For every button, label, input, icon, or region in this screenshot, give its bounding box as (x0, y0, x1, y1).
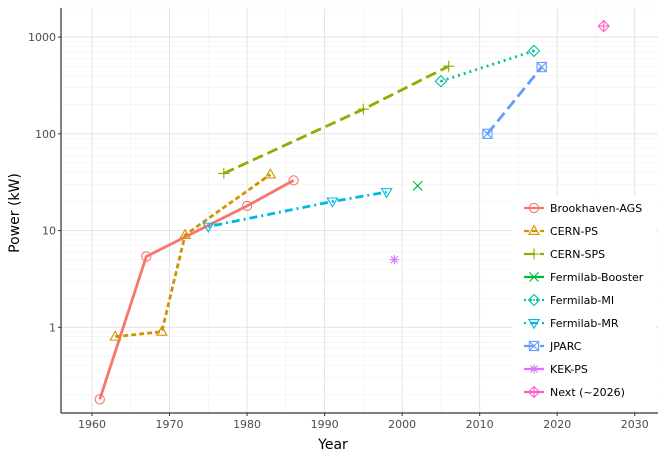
series-5 (202, 188, 393, 233)
data-point (527, 318, 541, 330)
data-point (529, 272, 539, 282)
legend-item: CERN-PS (524, 224, 598, 238)
y-tick-label: 1000 (28, 31, 56, 44)
data-point (264, 168, 277, 179)
x-tick-label: 2020 (543, 418, 571, 431)
data-point (380, 188, 393, 199)
legend-item: KEK-PS (524, 363, 588, 376)
data-point (528, 202, 540, 214)
legend-item: Fermilab-MR (524, 317, 619, 330)
data-point (528, 340, 540, 352)
legend-item: Brookhaven-AGS (524, 202, 642, 215)
data-point (443, 60, 455, 72)
legend-item: JPARC (524, 340, 582, 353)
data-point (357, 103, 369, 115)
data-point (527, 293, 541, 307)
legend-label: JPARC (549, 340, 582, 353)
series-0 (94, 175, 299, 405)
series-group (94, 19, 611, 405)
legend-label: Fermilab-MI (550, 294, 614, 307)
x-tick-label: 1980 (233, 418, 261, 431)
series-line (115, 173, 272, 339)
data-point (527, 385, 541, 399)
legend-label: Fermilab-MR (550, 317, 619, 330)
panel-frame (60, 8, 658, 414)
data-point (218, 167, 230, 179)
legend-item: Next (~2026) (524, 385, 625, 399)
legend-label: CERN-PS (550, 225, 598, 238)
y-tick-label: 10 (42, 225, 56, 238)
data-point (241, 200, 253, 212)
data-point (94, 394, 105, 405)
data-point (141, 251, 152, 262)
x-tick-label: 2030 (621, 418, 649, 431)
data-point (529, 364, 539, 374)
legend-item: CERN-SPS (524, 248, 605, 261)
legend: Brookhaven-AGS CERN-PS CERN-SPS Fermilab-Bo… (512, 195, 656, 410)
series-line (486, 66, 543, 135)
data-point (597, 19, 611, 33)
legend-label: CERN-SPS (550, 248, 605, 261)
y-axis-title: Power (kW) (7, 173, 23, 253)
x-tick-label: 1990 (311, 418, 339, 431)
axes: 1960 1970 1980 1990 2000 2010 2020 2030 1 10 100 10… (28, 31, 649, 431)
data-point (288, 175, 299, 186)
series-4 (434, 44, 541, 88)
x-tick-label: 1960 (78, 418, 106, 431)
x-tick-label: 2000 (388, 418, 416, 431)
legend-label: KEK-PS (550, 363, 588, 376)
data-point (434, 74, 448, 88)
data-point (482, 128, 493, 139)
data-point (536, 61, 547, 73)
data-point (527, 224, 541, 235)
series-8 (597, 19, 611, 33)
y-tick-label: 100 (35, 128, 56, 141)
data-point (326, 197, 339, 208)
data-point (155, 325, 168, 336)
legend-label: Next (~2026) (550, 386, 625, 399)
legend-label: Brookhaven-AGS (550, 202, 642, 215)
x-axis-title: Year (317, 437, 348, 453)
data-point (179, 228, 192, 239)
data-point (109, 330, 122, 341)
series-7 (389, 255, 399, 265)
data-point (202, 222, 215, 233)
y-tick-label: 1 (49, 321, 56, 334)
series-1 (109, 168, 277, 341)
series-6 (482, 61, 547, 139)
legend-item: Fermilab-MI (524, 293, 614, 307)
data-point (412, 180, 423, 191)
series-line (440, 49, 535, 83)
data-point (528, 248, 540, 260)
data-point (389, 255, 399, 265)
series-2 (218, 60, 455, 179)
data-point (527, 44, 541, 58)
x-tick-label: 1970 (156, 418, 184, 431)
x-tick-label: 2010 (466, 418, 494, 431)
series-line (98, 179, 295, 400)
series-3 (412, 180, 423, 191)
legend-item: Fermilab-Booster (524, 271, 644, 284)
legend-label: Fermilab-Booster (550, 271, 644, 284)
series-line (208, 190, 387, 228)
